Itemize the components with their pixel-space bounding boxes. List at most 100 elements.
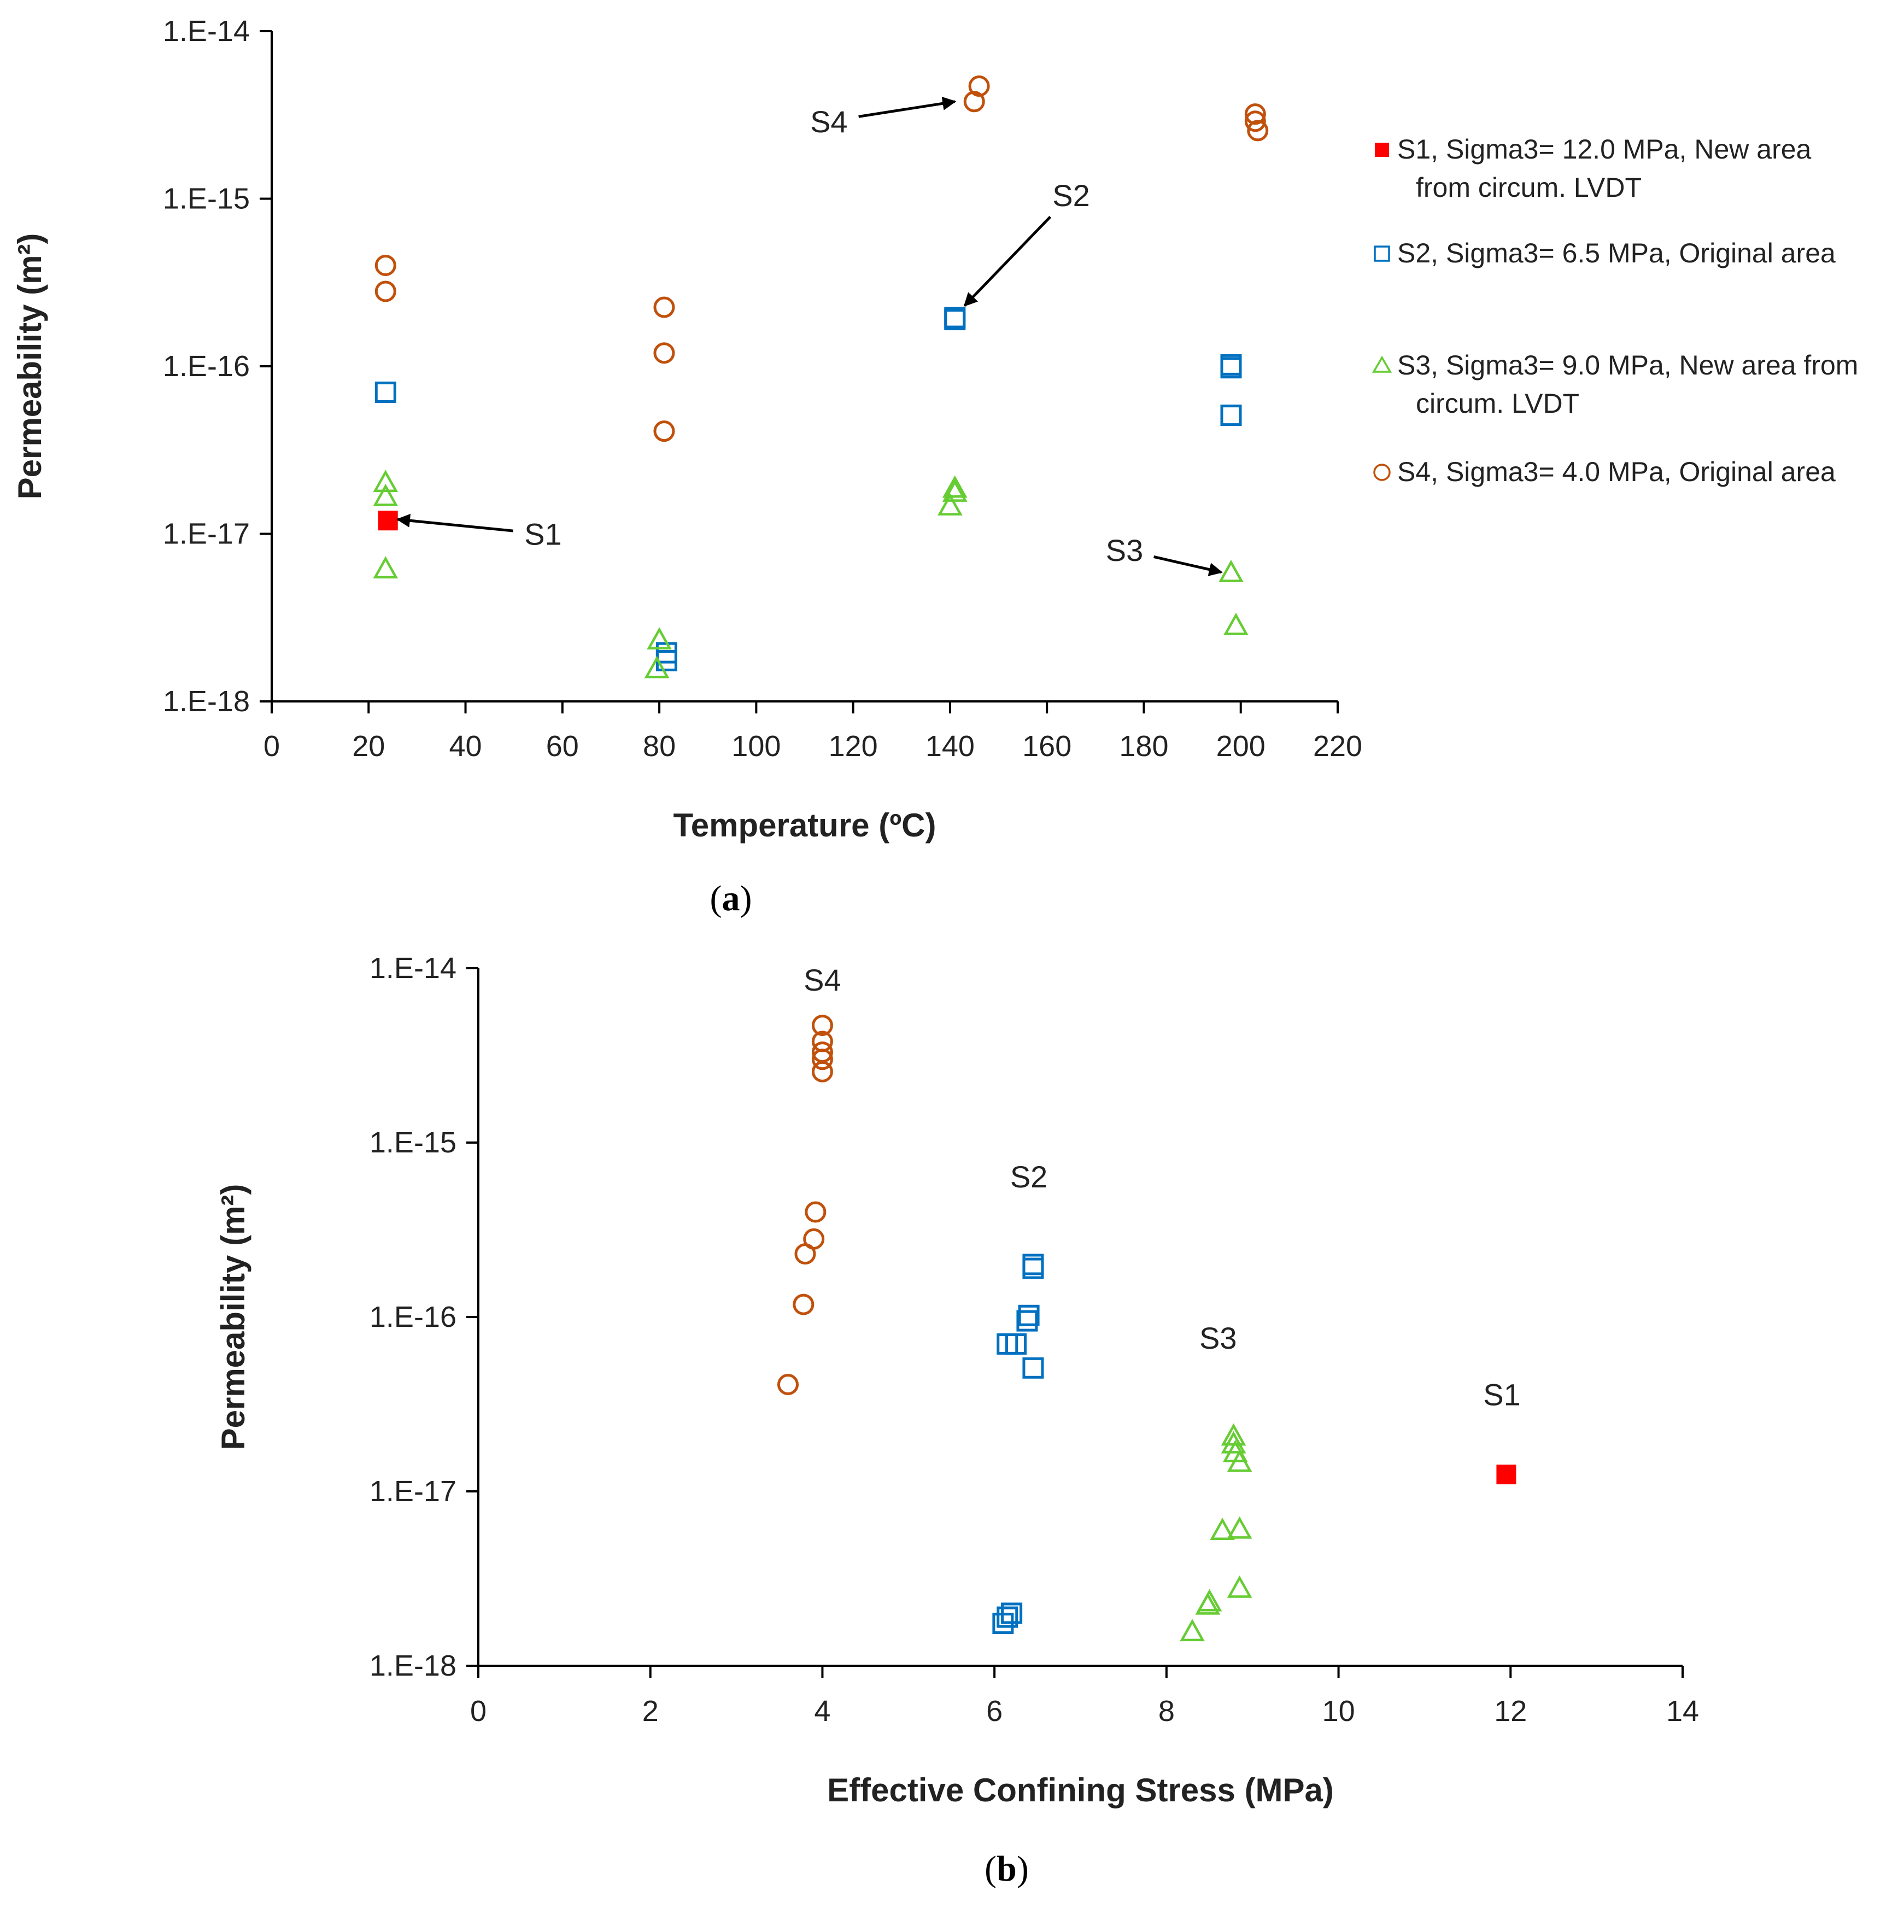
y-axis-label: Permeability (m²) (215, 1184, 251, 1450)
point-s2 (1022, 1357, 1044, 1379)
annotation-s3: S3 (1106, 533, 1144, 567)
panel-a: 1.E-18 1.E-17 1.E-16 1.E-15 1.E-14 0 20 40 60 80 1… (11, 15, 1858, 918)
point-s2 (1018, 1304, 1040, 1326)
series-s1 (378, 511, 398, 531)
x-axis-label: Effective Confining Stress (MPa) (827, 1772, 1334, 1808)
caption-close: ) (740, 879, 752, 918)
series-s4 (374, 75, 1269, 442)
point-s4 (811, 1015, 833, 1037)
panel-caption: (b) (985, 1849, 1029, 1889)
point-s4 (374, 254, 396, 276)
legend-entry-text: S3, Sigma3= 9.0 MPa, New area from (1397, 350, 1858, 380)
point-s2 (1220, 405, 1242, 426)
point-s4 (794, 1243, 816, 1265)
point-s2 (1016, 1310, 1038, 1332)
y-tick-label: 1.E-18 (163, 685, 250, 718)
point-s4 (1244, 103, 1266, 125)
caption-letter: a (722, 879, 740, 918)
series-s2 (374, 307, 1242, 672)
annotation-s2: S2 (1010, 1160, 1048, 1194)
point-s2 (655, 642, 677, 664)
y-tick-label: 1.E-15 (370, 1126, 456, 1159)
annotation-arrow (1153, 555, 1223, 576)
legend-entry-text: S4, Sigma3= 4.0 MPa, Original area (1397, 456, 1836, 487)
x-tick-label: 8 (1158, 1695, 1175, 1728)
point-s3 (1195, 1592, 1221, 1615)
point-s3 (1221, 1431, 1246, 1454)
x-tick-label: 220 (1313, 730, 1362, 763)
caption-open: ( (985, 1849, 997, 1889)
point-s3 (1210, 1518, 1235, 1540)
point-s2 (655, 650, 677, 672)
point-s3 (644, 655, 670, 678)
series-s3 (373, 470, 1249, 678)
point-s3 (647, 627, 672, 649)
series-s2 (992, 1254, 1044, 1634)
y-tick-label: 1.E-14 (370, 952, 456, 985)
x-tick-label: 14 (1666, 1695, 1699, 1728)
point-s1 (378, 511, 398, 531)
point-s3 (1227, 1575, 1252, 1598)
annotation-arrow (963, 215, 1052, 307)
point-s1 (1496, 1465, 1516, 1485)
point-s4 (374, 280, 396, 302)
point-s4 (653, 296, 675, 318)
point-s2 (1005, 1333, 1027, 1355)
series-s1 (1496, 1465, 1516, 1485)
x-tick-label: 160 (1022, 730, 1071, 763)
annotation-s1: S1 (1483, 1378, 1521, 1412)
point-s2 (992, 1612, 1014, 1634)
y-tick-label: 1.E-17 (370, 1475, 456, 1508)
y-tick-label: 1.E-14 (163, 15, 250, 48)
annotation-arrow (858, 96, 957, 118)
legend-marker-s2 (1374, 245, 1390, 262)
point-s4 (653, 420, 675, 442)
point-s3 (942, 475, 968, 498)
series-s4 (777, 1015, 833, 1396)
x-tick-label: 0 (470, 1695, 487, 1728)
point-s2 (1022, 1257, 1044, 1279)
point-s3 (373, 556, 399, 579)
panel-b: 1.E-18 1.E-17 1.E-16 1.E-15 1.E-14 0 2 4 6 8 10 12 1… (215, 952, 1699, 1889)
x-tick-label: 100 (731, 730, 781, 763)
x-tick-label: 60 (546, 730, 579, 763)
point-s4 (653, 342, 675, 364)
legend-entry-text: from circum. LVDT (1416, 172, 1642, 203)
point-s2 (1220, 357, 1242, 379)
x-axis-label: Temperature (ºC) (673, 807, 936, 844)
x-tick-label: 6 (986, 1695, 1003, 1728)
y-axis-label: Permeability (m²) (11, 233, 48, 500)
point-s2 (374, 381, 396, 403)
annotation-arrow (396, 513, 513, 532)
y-tick-label: 1.E-15 (163, 183, 250, 215)
point-s3 (1223, 612, 1249, 635)
point-s3 (942, 479, 968, 502)
x-tick-label: 20 (352, 730, 385, 763)
x-tick-label: 200 (1216, 730, 1266, 763)
point-s3 (1180, 1619, 1205, 1642)
y-tick-label: 1.E-16 (163, 350, 250, 383)
point-s3 (1227, 1449, 1252, 1472)
point-s2 (997, 1606, 1018, 1628)
legend-marker-s4 (1373, 464, 1391, 481)
point-s3 (373, 470, 399, 493)
series-s3 (1180, 1423, 1252, 1642)
point-s4 (811, 1061, 833, 1082)
x-tick-label: 12 (1494, 1695, 1527, 1728)
legend-entry-text: S2, Sigma3= 6.5 MPa, Original area (1397, 238, 1836, 268)
legend-entry-text: circum. LVDT (1416, 388, 1579, 419)
caption-letter: b (997, 1849, 1017, 1889)
x-tick-label: 2 (642, 1695, 659, 1728)
annotation-s4: S4 (810, 104, 848, 139)
x-tick-label: 4 (814, 1695, 830, 1728)
point-s4 (1247, 120, 1269, 142)
x-tick-label: 120 (829, 730, 878, 763)
point-s4 (1244, 110, 1266, 132)
x-tick-label: 180 (1119, 730, 1168, 763)
x-tick-label: 40 (449, 730, 482, 763)
panel-caption: (a) (710, 879, 752, 918)
y-tick-label: 1.E-18 (370, 1649, 456, 1682)
legend: S1, Sigma3= 12.0 MPa, New area from circu… (1372, 134, 1858, 487)
legend-marker-s1 (1375, 143, 1389, 157)
